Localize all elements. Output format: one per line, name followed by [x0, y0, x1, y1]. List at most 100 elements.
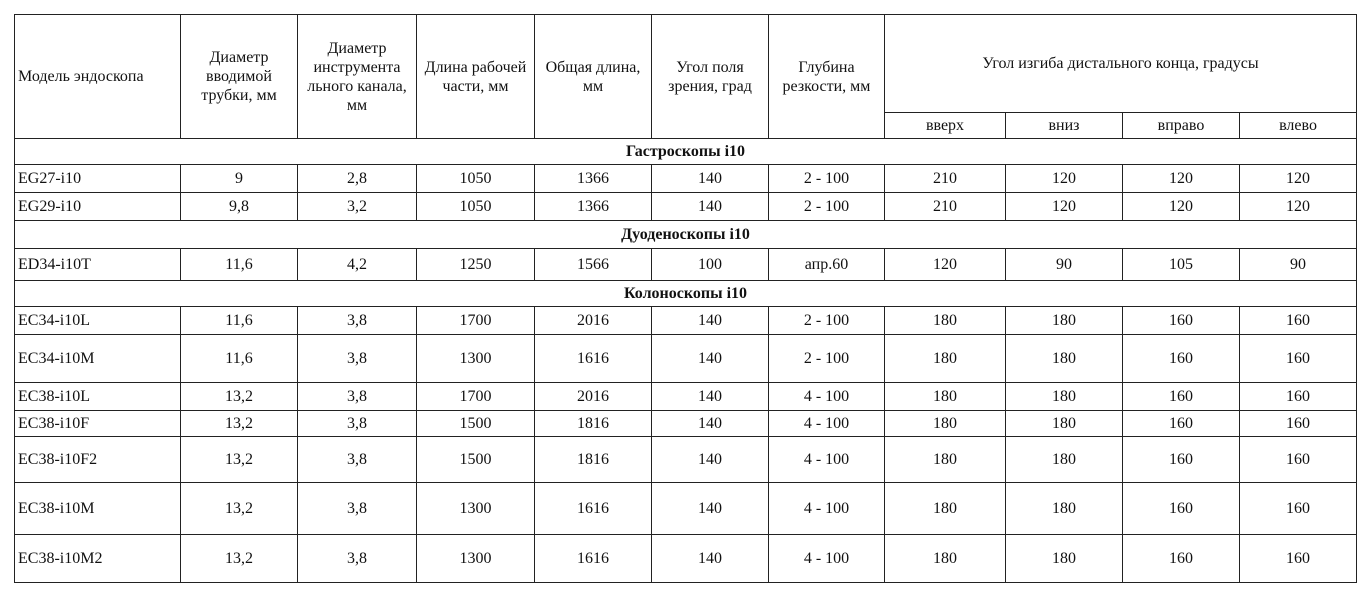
header-field-of-view: Угол поля зрения, град: [651, 14, 769, 139]
value-cell: 120: [1005, 164, 1123, 193]
value-cell: 120: [1238, 192, 1358, 221]
value-cell: 1566: [534, 248, 652, 281]
table-row: EC38-i10M2 13,2 3,8 1300 1616 140 4 - 100 180 18…: [14, 534, 1358, 583]
value-cell: 140: [651, 534, 769, 583]
value-cell: 11,6: [180, 334, 298, 383]
value-cell: 13,2: [180, 410, 298, 437]
value-cell: 1616: [534, 334, 652, 383]
value-cell: 160: [1122, 382, 1240, 411]
value-cell: 160: [1122, 436, 1240, 483]
section-row: Дуоденоскопы i10: [13, 220, 1358, 249]
value-cell: 180: [1005, 382, 1123, 411]
value-cell: 120: [1122, 164, 1240, 193]
value-cell: 4 - 100: [768, 436, 885, 483]
value-cell: 4 - 100: [768, 410, 885, 437]
value-cell: 11,6: [180, 248, 298, 281]
header-total-length: Общая длина, мм: [534, 14, 652, 139]
header-channel-diameter: Диаметр инструмента льного канала, мм: [297, 14, 417, 139]
model-cell: EC34-i10M: [14, 334, 181, 383]
value-cell: 3,8: [297, 306, 417, 335]
value-cell: 180: [1005, 482, 1123, 535]
value-cell: 210: [884, 192, 1006, 221]
value-cell: 160: [1238, 410, 1358, 437]
value-cell: 1616: [534, 482, 652, 535]
model-cell: EG29-i10: [14, 192, 181, 221]
value-cell: 140: [651, 164, 769, 193]
value-cell: 2 - 100: [768, 192, 885, 221]
section-title: Колоноскопы i10: [13, 280, 1358, 307]
table-row: EC34-i10M 11,6 3,8 1300 1616 140 2 - 100 180 180…: [14, 334, 1358, 383]
value-cell: 4 - 100: [768, 482, 885, 535]
value-cell: 140: [651, 436, 769, 483]
value-cell: 140: [651, 306, 769, 335]
value-cell: 180: [884, 534, 1006, 583]
value-cell: 120: [884, 248, 1006, 281]
model-cell: EC34-i10L: [14, 306, 181, 335]
value-cell: 180: [1005, 534, 1123, 583]
header-left: влево: [1238, 112, 1358, 139]
value-cell: 160: [1238, 306, 1358, 335]
value-cell: 140: [651, 192, 769, 221]
value-cell: 3,8: [297, 410, 417, 437]
value-cell: 13,2: [180, 482, 298, 535]
value-cell: 4 - 100: [768, 534, 885, 583]
value-cell: 2016: [534, 306, 652, 335]
header-model: Модель эндоскопа: [14, 14, 181, 139]
value-cell: 3,8: [297, 482, 417, 535]
table-row: EG29-i10 9,8 3,2 1050 1366 140 2 - 100 210 120 12…: [14, 192, 1358, 221]
value-cell: 105: [1122, 248, 1240, 281]
value-cell: 1050: [416, 192, 535, 221]
value-cell: 90: [1238, 248, 1358, 281]
model-cell: EC38-i10F2: [14, 436, 181, 483]
value-cell: 180: [884, 482, 1006, 535]
value-cell: 9: [180, 164, 298, 193]
value-cell: 2 - 100: [768, 306, 885, 335]
value-cell: 160: [1122, 482, 1240, 535]
value-cell: 210: [884, 164, 1006, 193]
endoscope-specs-table: Модель эндоскопа Диаметр вводимой трубки…: [13, 14, 1358, 583]
value-cell: 160: [1238, 534, 1358, 583]
value-cell: 13,2: [180, 534, 298, 583]
table-body: Гастроскопы i10 EG27-i10 9 2,8 1050 1366 140 2 …: [13, 138, 1358, 583]
value-cell: 180: [884, 382, 1006, 411]
value-cell: 1816: [534, 436, 652, 483]
value-cell: 11,6: [180, 306, 298, 335]
table-row: EC38-i10L 13,2 3,8 1700 2016 140 4 - 100 180 180…: [14, 382, 1358, 411]
value-cell: 180: [884, 410, 1006, 437]
table-row: EC38-i10M 13,2 3,8 1300 1616 140 4 - 100 180 180…: [14, 482, 1358, 535]
value-cell: 1300: [416, 534, 535, 583]
table-row: EC38-i10F 13,2 3,8 1500 1816 140 4 - 100 180 180…: [14, 410, 1358, 437]
value-cell: 1300: [416, 334, 535, 383]
table-row: ED34-i10T 11,6 4,2 1250 1566 100 апр.60 120 90 10…: [14, 248, 1358, 281]
header-working-length: Длина рабочей части, мм: [416, 14, 535, 139]
value-cell: 160: [1122, 306, 1240, 335]
value-cell: 180: [1005, 410, 1123, 437]
value-cell: 160: [1238, 382, 1358, 411]
header-right: вправо: [1122, 112, 1240, 139]
header-down: вниз: [1005, 112, 1123, 139]
value-cell: 1700: [416, 382, 535, 411]
model-cell: EC38-i10L: [14, 382, 181, 411]
value-cell: апр.60: [768, 248, 885, 281]
section-title: Гастроскопы i10: [13, 138, 1358, 165]
table-row: EG27-i10 9 2,8 1050 1366 140 2 - 100 210 120 120 1…: [14, 164, 1358, 193]
model-cell: EC38-i10M: [14, 482, 181, 535]
value-cell: 90: [1005, 248, 1123, 281]
value-cell: 100: [651, 248, 769, 281]
value-cell: 3,2: [297, 192, 417, 221]
value-cell: 160: [1238, 482, 1358, 535]
header-up: вверх: [884, 112, 1006, 139]
value-cell: 13,2: [180, 382, 298, 411]
section-row: Гастроскопы i10: [13, 138, 1358, 165]
value-cell: 140: [651, 410, 769, 437]
value-cell: 180: [1005, 306, 1123, 335]
value-cell: 1250: [416, 248, 535, 281]
value-cell: 3,8: [297, 382, 417, 411]
value-cell: 160: [1238, 334, 1358, 383]
value-cell: 2,8: [297, 164, 417, 193]
model-cell: EC38-i10M2: [14, 534, 181, 583]
value-cell: 160: [1122, 334, 1240, 383]
header-depth-of-field: Глубина резкости, мм: [768, 14, 885, 139]
value-cell: 1616: [534, 534, 652, 583]
value-cell: 1500: [416, 410, 535, 437]
